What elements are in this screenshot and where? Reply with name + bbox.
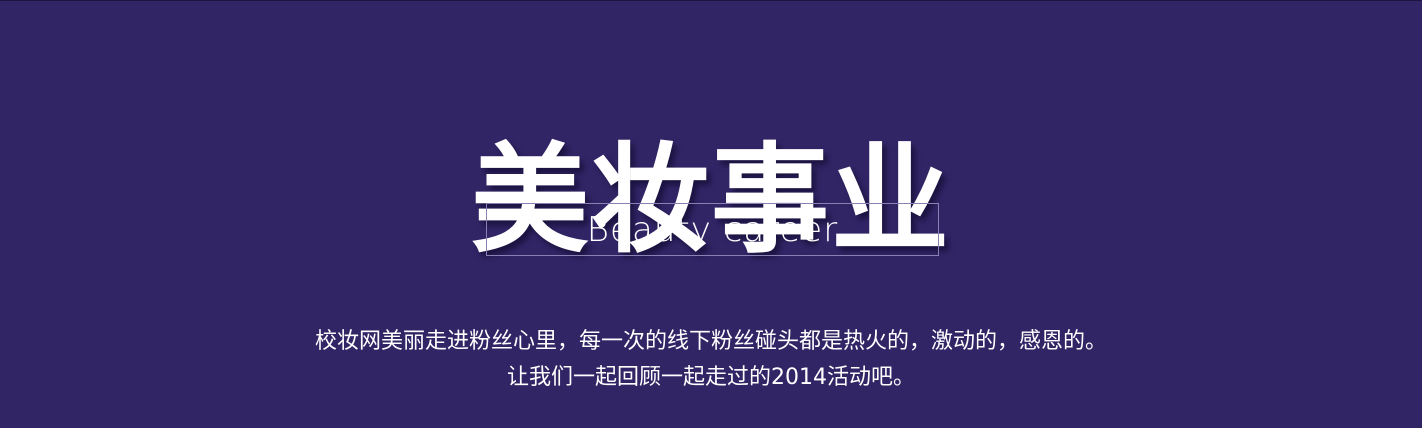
description-line-2: 让我们一起回顾一起走过的2014活动吧。 [507,365,915,390]
subtitle-text: Beauty career [586,209,839,250]
description-line-1: 校妆网美丽走进粉丝心里，每一次的线下粉丝碰头都是热火的，激动的，感恩的。 [314,329,1107,354]
subtitle-box: Beauty career [486,203,939,256]
main-title: 美妆事业 [470,131,951,270]
top-divider [0,0,1422,1]
